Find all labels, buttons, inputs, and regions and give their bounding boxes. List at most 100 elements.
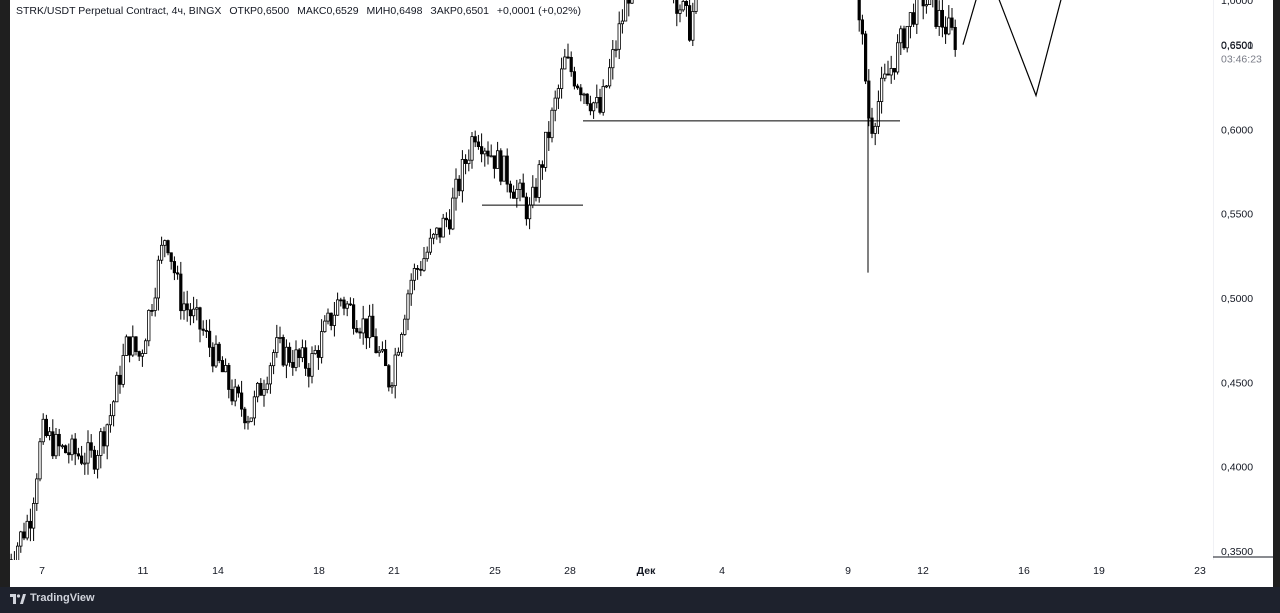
candle-up [883, 73, 887, 79]
time-tick-label: 18 [313, 565, 325, 577]
candle-down [89, 442, 93, 451]
candle-down [227, 364, 231, 390]
candle-down [870, 117, 874, 134]
candle-up [54, 433, 58, 457]
candle-down [287, 346, 292, 363]
candle-down [540, 164, 545, 168]
projection-path [962, 0, 1062, 98]
candle-up [278, 337, 282, 339]
candle-down [447, 219, 452, 230]
candle-down [211, 346, 215, 367]
candle-down [387, 365, 391, 388]
candle-up [35, 478, 39, 504]
candle-down [355, 328, 359, 333]
candle-up [163, 240, 167, 246]
candle-down [22, 531, 26, 539]
candle-down [329, 312, 333, 326]
tradingview-logo-icon[interactable] [10, 592, 26, 606]
time-tick-label: 25 [489, 565, 501, 577]
candle-down [953, 27, 957, 50]
candle-up [553, 97, 557, 111]
time-tick-label: 4 [719, 565, 725, 577]
candle-down [204, 330, 208, 332]
legend-low: МИН0,6498 [366, 5, 423, 17]
candle-up [19, 531, 23, 547]
chart-plot-area[interactable] [10, 0, 1213, 560]
candle-down [524, 196, 529, 220]
candle-up [99, 431, 103, 456]
candle-up [563, 56, 567, 70]
projection-layer [962, 0, 1062, 98]
candle-up [147, 310, 151, 342]
candles-layer [10, 0, 957, 560]
candle-up [896, 42, 900, 73]
time-tick-label: 9 [845, 565, 851, 577]
candle-up [335, 299, 340, 316]
candle-up [595, 97, 599, 104]
candle-down [348, 303, 353, 306]
candle-down [67, 452, 71, 456]
time-tick-label: Дек [637, 565, 656, 577]
candle-down [479, 146, 484, 155]
legend-symbol[interactable]: STRK/USDT Perpetual Contract, 4ч, BINGX [16, 5, 222, 17]
candle-up [262, 389, 266, 396]
left-edge [0, 0, 10, 587]
candle-up [323, 320, 327, 333]
candle-up [246, 420, 250, 424]
candle-up [624, 0, 628, 22]
price-tick-label: 0,5000 [1221, 293, 1253, 305]
candle-up [409, 279, 413, 295]
candle-up [182, 303, 186, 312]
candle-up [614, 48, 618, 51]
candle-up [611, 49, 615, 69]
candle-down [463, 159, 468, 164]
candle-up [96, 455, 100, 470]
candle-up [60, 445, 65, 448]
candle-down [566, 56, 570, 59]
candle-up [604, 85, 609, 88]
candle-up [255, 382, 260, 398]
candle-down [57, 433, 61, 447]
candle-down [44, 418, 49, 437]
candle-up [16, 545, 20, 560]
time-tick-label: 23 [1194, 565, 1206, 577]
candle-down [217, 343, 221, 361]
price-tick-label: 0,6500 [1221, 40, 1253, 52]
candle-up [214, 343, 218, 367]
price-tick-label: 0,3500 [1221, 546, 1253, 558]
candle-down [511, 191, 516, 199]
candle-down [51, 431, 55, 457]
candle-down [473, 136, 477, 143]
time-axis[interactable]: 7 11 14 18 21 25 28 Дек 4 9 12 16 19 23 [10, 560, 1273, 587]
candle-up [425, 251, 429, 260]
candle-up [899, 28, 903, 44]
candle-down [166, 240, 170, 254]
candle-countdown: 03:46:23 [1221, 54, 1262, 66]
candle-down [102, 431, 106, 447]
candle-down [64, 445, 68, 454]
price-axis[interactable]: 1,00000,95000,90000,85000,80000,75000,70… [1213, 0, 1273, 560]
candle-up [124, 336, 128, 356]
time-tick-label: 14 [212, 565, 224, 577]
candle-down [886, 73, 890, 76]
candle-up [105, 424, 109, 447]
time-tick-label: 21 [388, 565, 400, 577]
candle-up [300, 347, 305, 359]
candle-up [694, 0, 698, 12]
candle-down [579, 87, 583, 96]
candle-down [230, 389, 234, 402]
tradingview-brand[interactable]: TradingView [30, 592, 95, 604]
candle-down [912, 12, 916, 25]
candle-down [342, 299, 346, 309]
time-tick-label: 7 [39, 565, 45, 577]
candle-up [592, 102, 596, 112]
candle-up [140, 353, 144, 357]
candle-down [201, 328, 205, 331]
price-tick-label: 0,4500 [1221, 377, 1253, 389]
candle-down [492, 155, 497, 169]
candle-up [271, 352, 276, 367]
candle-up [367, 315, 372, 339]
candle-down [476, 141, 481, 148]
right-edge [1273, 0, 1280, 587]
legend-close: ЗАКР0,6501 [430, 5, 489, 17]
